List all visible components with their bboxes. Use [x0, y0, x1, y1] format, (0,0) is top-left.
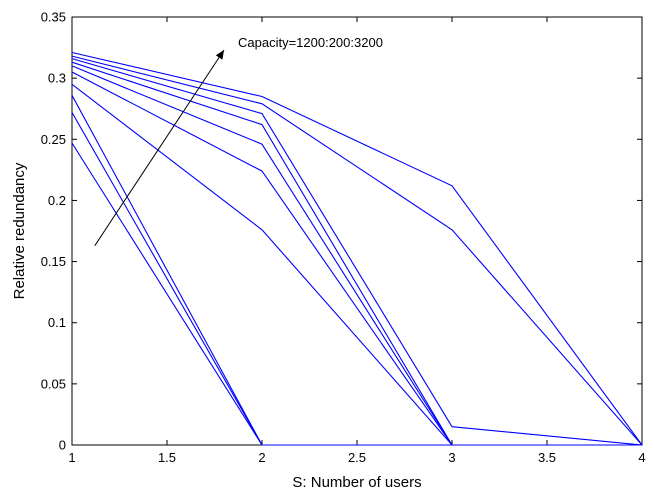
annotation-label: Capacity=1200:200:3200 [238, 35, 383, 50]
x-tick-label: 1.5 [158, 450, 176, 465]
y-tick-label: 0 [59, 438, 66, 453]
x-tick-label: 1 [68, 450, 75, 465]
y-tick-label: 0.3 [48, 71, 66, 86]
x-tick-label: 2.5 [348, 450, 366, 465]
y-tick-label: 0.15 [41, 254, 66, 269]
x-tick-label: 3.5 [538, 450, 556, 465]
series-line-10 [71, 51, 643, 446]
x-tick-label: 2 [258, 450, 265, 465]
series-line-7 [71, 61, 642, 446]
y-tick-label: 0.1 [48, 315, 66, 330]
series-line-9 [71, 55, 643, 446]
y-tick-label: 0.2 [48, 193, 66, 208]
y-tick-label: 0.05 [41, 376, 66, 391]
plot-area [71, 16, 643, 446]
series-line-8 [71, 58, 643, 446]
annotation: Capacity=1200:200:3200 [94, 35, 383, 246]
annotation-arrow [94, 49, 225, 246]
x-tick-label: 3 [448, 450, 455, 465]
x-tick-label: 4 [638, 450, 645, 465]
y-tick-label: 0.35 [41, 10, 66, 25]
y-tick-label: 0.25 [41, 132, 66, 147]
x-axis-label: S: Number of users [292, 474, 421, 491]
axis-ticks: 1 1.5 2 2.5 3 3.5 4 0 0.05 0.1 0.15 0.2 0.25 0.3 0.35 [41, 10, 646, 466]
series-lines [71, 51, 643, 446]
y-axis-label: Relative redundancy [11, 162, 28, 299]
